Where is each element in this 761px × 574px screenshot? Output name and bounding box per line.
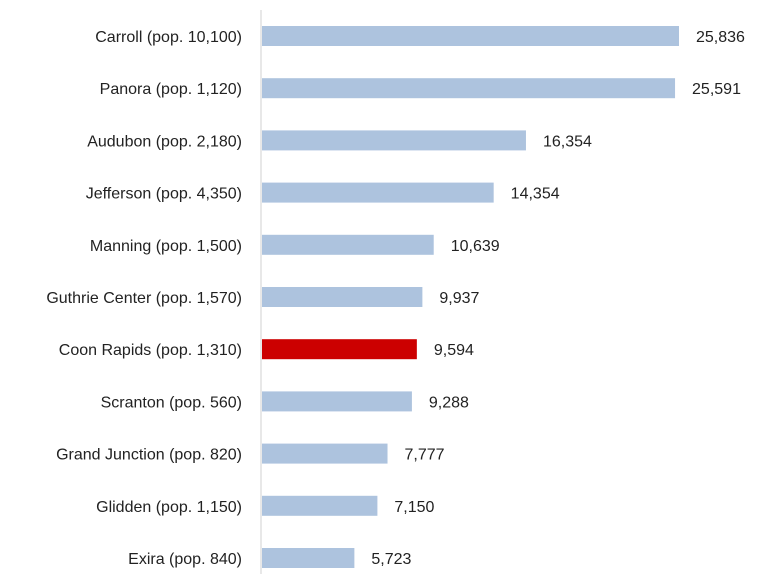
bar-2 xyxy=(262,130,526,151)
value-label-6: 9,594 xyxy=(434,342,474,359)
value-label-8: 7,777 xyxy=(405,447,445,464)
category-label-9: Glidden (pop. 1,150) xyxy=(96,499,242,516)
category-label-5: Guthrie Center (pop. 1,570) xyxy=(46,290,242,307)
value-label-7: 9,288 xyxy=(429,394,469,411)
value-label-5: 9,937 xyxy=(439,290,479,307)
value-label-2: 16,354 xyxy=(543,133,592,150)
bars-group xyxy=(262,26,679,568)
value-label-9: 7,150 xyxy=(394,499,434,516)
value-label-0: 25,836 xyxy=(696,29,745,46)
bar-9 xyxy=(262,495,378,516)
value-label-3: 14,354 xyxy=(511,186,560,203)
bar-8 xyxy=(262,443,388,464)
category-labels: Carroll (pop. 10,100) Panora (pop. 1,120)… xyxy=(46,29,242,568)
category-label-1: Panora (pop. 1,120) xyxy=(100,81,242,98)
bar-6 xyxy=(262,339,417,360)
value-labels: 25,836 25,591 16,354 14,354 10,639 9,937 9,594… xyxy=(371,29,745,568)
bar-1 xyxy=(262,78,676,99)
value-label-4: 10,639 xyxy=(451,238,500,255)
value-label-10: 5,723 xyxy=(371,551,411,568)
category-label-3: Jefferson (pop. 4,350) xyxy=(86,186,242,203)
category-label-10: Exira (pop. 840) xyxy=(128,551,242,568)
category-label-4: Manning (pop. 1,500) xyxy=(90,238,242,255)
bar-4 xyxy=(262,234,434,255)
bar-3 xyxy=(262,182,494,203)
value-label-1: 25,591 xyxy=(692,81,741,98)
bar-7 xyxy=(262,391,412,412)
category-label-8: Grand Junction (pop. 820) xyxy=(56,447,242,464)
category-label-6: Coon Rapids (pop. 1,310) xyxy=(59,342,242,359)
category-label-0: Carroll (pop. 10,100) xyxy=(95,29,242,46)
category-label-2: Audubon (pop. 2,180) xyxy=(87,133,242,150)
bar-5 xyxy=(262,287,423,307)
bar-0 xyxy=(262,26,679,46)
bar-10 xyxy=(262,548,355,568)
category-label-7: Scranton (pop. 560) xyxy=(101,394,242,411)
